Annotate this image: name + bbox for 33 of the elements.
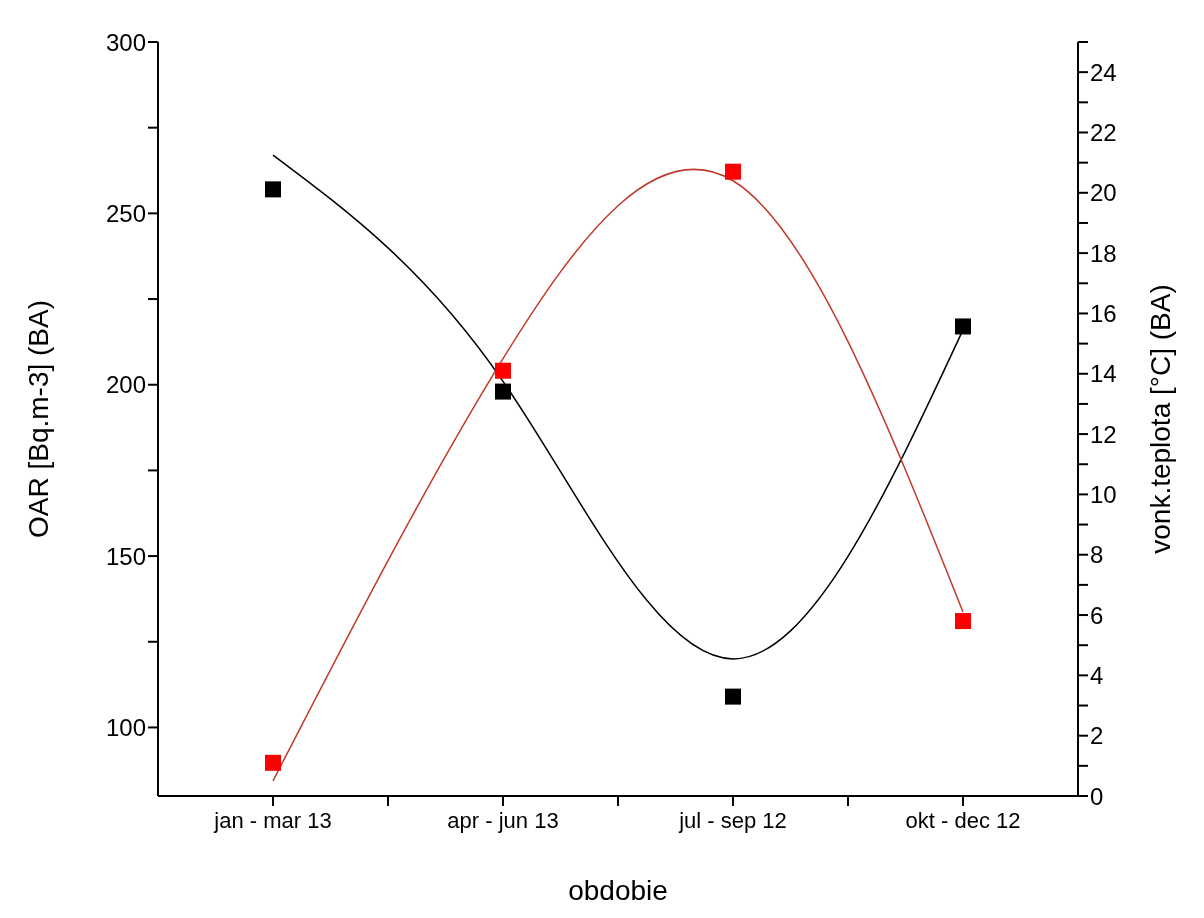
y2-tick-label: 0 (1090, 782, 1104, 810)
point (495, 383, 511, 400)
y2-axis-title: vonk.teplota [°C] (BA) (1144, 284, 1176, 554)
x-tick-label: jan - mar 13 (213, 807, 332, 833)
y2-tick-label: 14 (1090, 360, 1117, 388)
y2-tick-label: 8 (1090, 541, 1104, 569)
y2-tick-label: 2 (1090, 722, 1104, 750)
y2-tick-label: 10 (1090, 480, 1117, 508)
x-axis-title: obdobie (568, 875, 668, 906)
y-tick-label: 100 (105, 713, 146, 741)
y2-tick-label: 4 (1090, 661, 1104, 689)
point (955, 613, 971, 630)
point (725, 163, 741, 180)
y-axis-title: OAR [Bq.m-3] (BA) (22, 299, 54, 539)
y-tick-label: 250 (105, 199, 146, 227)
y2-tick-label: 24 (1090, 58, 1117, 86)
y-tick-label: 300 (105, 28, 146, 56)
y2-tick-label: 6 (1090, 601, 1104, 629)
point (955, 318, 971, 335)
point (725, 688, 741, 705)
y2-tick-label: 12 (1090, 420, 1117, 448)
point (495, 362, 511, 379)
x-tick-label: okt - dec 12 (905, 807, 1021, 833)
x-tick-label: jul - sep 12 (678, 807, 787, 833)
point (265, 754, 281, 771)
y2-tick-label: 20 (1090, 179, 1117, 207)
point (265, 181, 281, 198)
x-tick-label: apr - jun 13 (447, 807, 559, 833)
y2-tick-label: 22 (1090, 119, 1117, 146)
y2-tick-label: 18 (1090, 239, 1117, 267)
y-tick-label: 150 (105, 542, 146, 570)
y2-tick-label: 16 (1090, 299, 1117, 327)
y-tick-label: 200 (105, 371, 146, 399)
